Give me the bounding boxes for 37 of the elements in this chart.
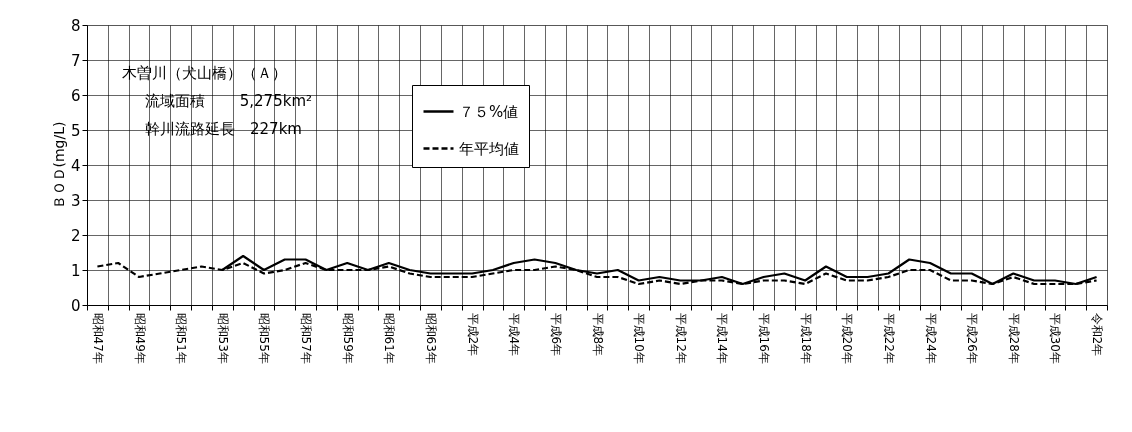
x-tick-label: 平成30年 <box>1048 312 1063 364</box>
y-tick-label: 6 <box>70 86 81 105</box>
x-tick-label: 昭和49年 <box>132 312 147 364</box>
y-tick-label: 7 <box>70 51 81 70</box>
x-tick-label: 平成2年 <box>465 312 480 357</box>
y-tick-label: 2 <box>70 226 81 245</box>
legend-label: ７５%値 <box>459 102 519 121</box>
x-tick-label: 平成20年 <box>840 312 855 364</box>
x-tick-label: 平成24年 <box>923 312 938 364</box>
x-tick-label: 平成10年 <box>632 312 647 364</box>
x-tick-label: 昭和63年 <box>423 312 438 364</box>
y-tick-label: 5 <box>70 121 81 140</box>
x-tick-label: 平成12年 <box>673 312 688 364</box>
x-tick-label: 平成8年 <box>590 312 605 357</box>
y-tick-label: 3 <box>70 191 81 210</box>
x-tick-label: 昭和57年 <box>299 312 314 364</box>
x-tick-label: 昭和61年 <box>382 312 397 364</box>
x-tick-label: 令和2年 <box>1090 312 1105 357</box>
y-tick-label: 8 <box>70 16 81 35</box>
x-tick-label: 平成26年 <box>965 312 980 364</box>
x-tick-label: 昭和51年 <box>174 312 189 364</box>
x-tick-label: 平成4年 <box>507 312 522 357</box>
x-tick-label: 昭和47年 <box>90 312 105 364</box>
y-tick-label: 1 <box>70 261 81 280</box>
y-tick-label: 0 <box>70 296 81 315</box>
x-tick-label: 昭和55年 <box>257 312 272 364</box>
x-tick-label: 昭和53年 <box>215 312 230 364</box>
y-axis-title: ＢＯＤ(mg/L) <box>50 121 67 210</box>
x-tick-label: 平成14年 <box>715 312 730 364</box>
x-tick-label: 平成18年 <box>798 312 813 364</box>
x-tick-label: 平成16年 <box>757 312 772 364</box>
legend-label: 年平均値 <box>459 139 519 158</box>
y-tick-label: 4 <box>70 156 81 175</box>
x-tick-label: 平成6年 <box>548 312 563 357</box>
x-tick-label: 平成28年 <box>1006 312 1021 364</box>
x-tick-label: 平成22年 <box>881 312 896 364</box>
x-tick-label: 昭和59年 <box>340 312 355 364</box>
